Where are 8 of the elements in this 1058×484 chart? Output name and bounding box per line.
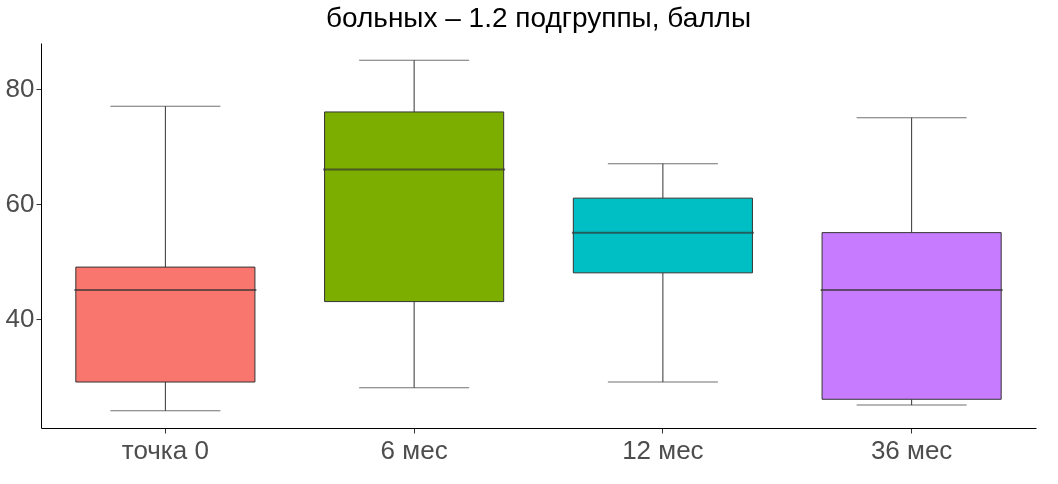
x-tick-label: 6 мес: [380, 434, 448, 465]
x-tick-label: 12 мес: [622, 434, 704, 465]
x-tick-label: точка 0: [121, 434, 209, 465]
x-tick-label: 36 мес: [870, 434, 953, 465]
y-tick-label: 80: [5, 73, 35, 104]
y-tick-label: 40: [5, 303, 35, 334]
y-tick-label: 60: [5, 188, 35, 219]
chart-title: больных – 1.2 подгруппы, баллы: [325, 2, 752, 33]
